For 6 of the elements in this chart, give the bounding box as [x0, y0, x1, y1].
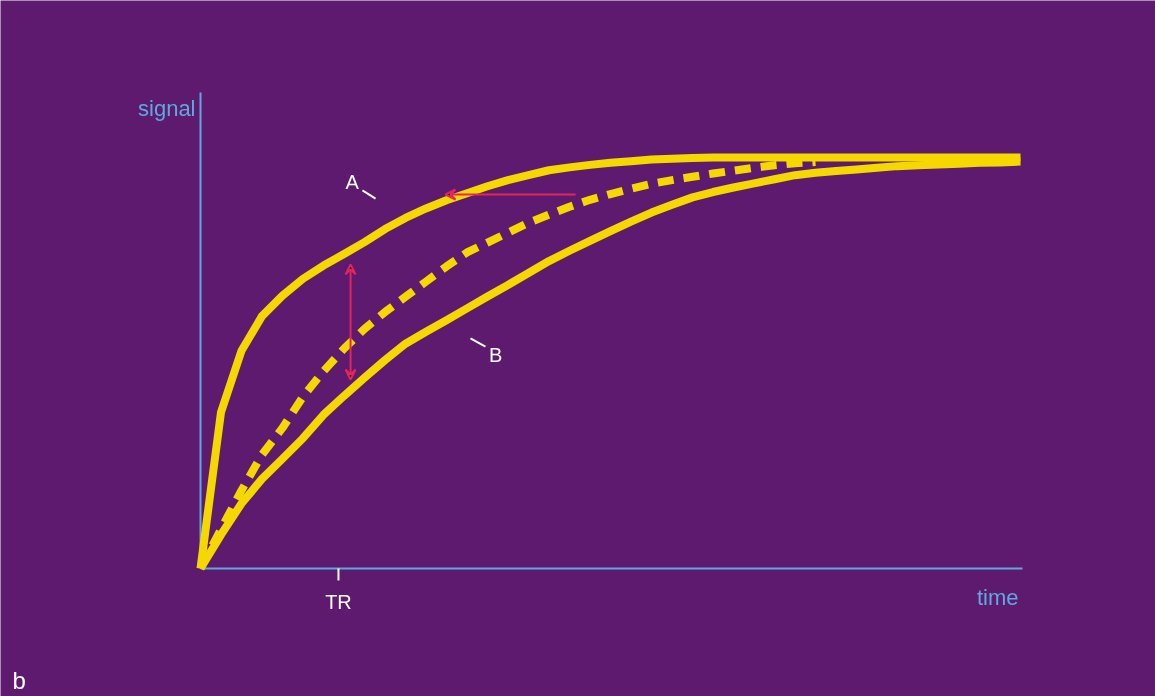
- x-axis-title: time: [976, 584, 1019, 610]
- annotation: A: [345, 171, 360, 194]
- annotation: B: [489, 343, 503, 366]
- text: TR: [325, 590, 352, 613]
- y-axis-title: signal: [138, 95, 196, 121]
- text: b: [12, 667, 26, 694]
